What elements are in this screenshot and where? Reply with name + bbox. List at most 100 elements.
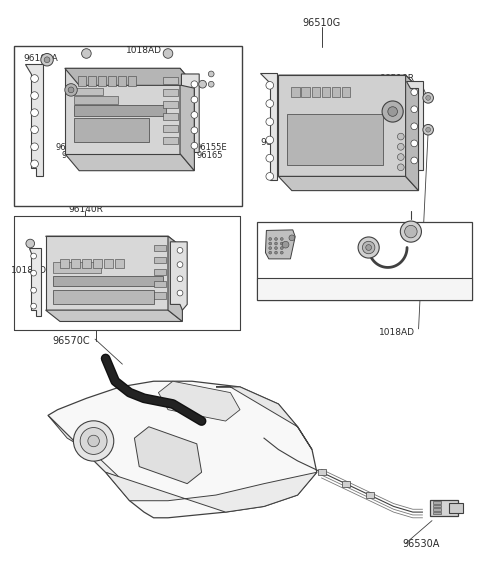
Bar: [82, 259, 91, 268]
Text: 96510L: 96510L: [260, 138, 294, 147]
Bar: [163, 125, 178, 132]
Bar: [154, 281, 166, 287]
Bar: [432, 501, 441, 504]
Polygon shape: [48, 381, 317, 518]
Circle shape: [88, 435, 99, 447]
Polygon shape: [168, 236, 182, 321]
Bar: [432, 505, 441, 507]
Circle shape: [358, 237, 379, 258]
Circle shape: [44, 57, 50, 63]
Polygon shape: [278, 176, 419, 191]
Circle shape: [31, 253, 36, 259]
Bar: [93, 259, 102, 268]
Bar: [287, 114, 383, 165]
Bar: [163, 101, 178, 108]
Circle shape: [269, 251, 272, 254]
Circle shape: [31, 143, 38, 151]
Polygon shape: [406, 75, 419, 191]
Bar: [154, 257, 166, 263]
Circle shape: [423, 125, 433, 135]
Polygon shape: [278, 75, 406, 176]
Circle shape: [269, 242, 272, 245]
Text: 96140R: 96140R: [68, 205, 103, 214]
Polygon shape: [48, 415, 120, 478]
Bar: [342, 481, 349, 486]
Circle shape: [405, 225, 417, 238]
Polygon shape: [278, 75, 419, 88]
Circle shape: [31, 303, 36, 309]
Text: 1018AD: 1018AD: [379, 328, 415, 337]
Bar: [163, 89, 178, 96]
Circle shape: [411, 140, 418, 147]
Polygon shape: [65, 68, 180, 154]
Circle shape: [191, 96, 198, 103]
Polygon shape: [134, 427, 202, 484]
Polygon shape: [46, 236, 182, 248]
Text: 96155E: 96155E: [196, 143, 228, 152]
Text: 96570C: 96570C: [53, 336, 90, 347]
Circle shape: [362, 241, 375, 254]
Polygon shape: [170, 242, 187, 310]
Bar: [14, 46, 242, 206]
Polygon shape: [29, 248, 41, 316]
Circle shape: [426, 127, 431, 132]
Circle shape: [266, 172, 274, 180]
Bar: [322, 87, 330, 97]
Text: 96166: 96166: [61, 151, 88, 160]
Bar: [88, 76, 96, 86]
Circle shape: [280, 251, 283, 254]
Text: 96510R: 96510R: [379, 74, 414, 83]
Circle shape: [65, 84, 77, 96]
Circle shape: [31, 160, 38, 168]
Bar: [74, 88, 103, 95]
Text: 96510G: 96510G: [302, 18, 341, 28]
Bar: [257, 278, 472, 300]
Polygon shape: [25, 64, 43, 176]
Text: 96175D: 96175D: [142, 151, 175, 160]
Bar: [71, 259, 80, 268]
Circle shape: [397, 154, 404, 160]
Bar: [154, 245, 166, 251]
Bar: [154, 292, 166, 299]
Bar: [60, 259, 69, 268]
Bar: [14, 216, 240, 330]
Bar: [163, 113, 178, 120]
Circle shape: [26, 239, 35, 248]
Polygon shape: [46, 236, 168, 310]
Polygon shape: [180, 68, 194, 171]
Polygon shape: [46, 310, 182, 321]
Circle shape: [269, 246, 272, 250]
Circle shape: [199, 80, 206, 88]
Circle shape: [426, 96, 431, 100]
Circle shape: [275, 251, 277, 254]
Polygon shape: [216, 387, 312, 450]
Text: 96530A: 96530A: [402, 539, 440, 549]
Bar: [115, 259, 124, 268]
Text: 96165: 96165: [197, 151, 223, 160]
Circle shape: [397, 143, 404, 150]
Circle shape: [411, 89, 418, 96]
Text: 96145C: 96145C: [142, 143, 174, 152]
Circle shape: [282, 241, 289, 248]
Circle shape: [41, 53, 53, 66]
Circle shape: [280, 246, 283, 250]
Circle shape: [275, 246, 277, 250]
Circle shape: [400, 221, 421, 242]
Bar: [154, 269, 166, 275]
Bar: [53, 276, 163, 286]
Circle shape: [31, 92, 38, 100]
Circle shape: [266, 81, 274, 89]
Text: 1018AD: 1018AD: [11, 266, 47, 275]
Circle shape: [266, 100, 274, 108]
Bar: [108, 76, 116, 86]
Bar: [163, 77, 178, 84]
Polygon shape: [65, 154, 194, 171]
Polygon shape: [106, 472, 317, 512]
Circle shape: [31, 270, 36, 276]
Bar: [332, 87, 340, 97]
Bar: [430, 500, 457, 516]
Polygon shape: [158, 381, 240, 421]
Circle shape: [397, 133, 404, 140]
Circle shape: [177, 248, 183, 253]
Polygon shape: [406, 81, 423, 170]
